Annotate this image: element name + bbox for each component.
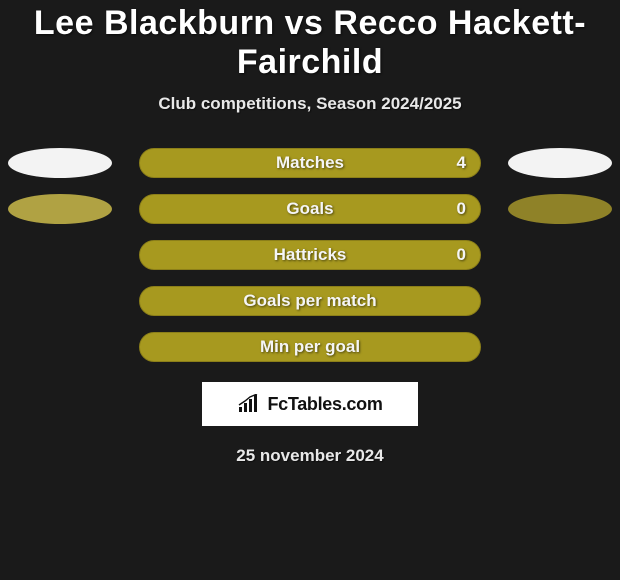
branding-badge: FcTables.com — [202, 382, 418, 426]
stat-bar: Min per goal — [139, 332, 481, 362]
stat-label: Goals — [140, 199, 480, 219]
stat-row: Goals0 — [0, 194, 620, 224]
stat-bar: Matches4 — [139, 148, 481, 178]
stat-row: Hattricks0 — [0, 240, 620, 270]
stat-row: Min per goal — [0, 332, 620, 362]
left-pill — [8, 194, 112, 224]
stat-label: Goals per match — [140, 291, 480, 311]
stat-row: Goals per match — [0, 286, 620, 316]
page-title: Lee Blackburn vs Recco Hackett-Fairchild — [0, 4, 620, 82]
stat-value: 0 — [457, 245, 466, 265]
stat-label: Matches — [140, 153, 480, 173]
stat-bar: Hattricks0 — [139, 240, 481, 270]
stat-bar: Goals0 — [139, 194, 481, 224]
stat-value: 0 — [457, 199, 466, 219]
chart-icon — [237, 394, 261, 414]
left-pill — [8, 148, 112, 178]
stat-label: Min per goal — [140, 337, 480, 357]
right-pill — [508, 194, 612, 224]
stat-value: 4 — [457, 153, 466, 173]
comparison-widget: Lee Blackburn vs Recco Hackett-Fairchild… — [0, 0, 620, 466]
stat-row: Matches4 — [0, 148, 620, 178]
date-label: 25 november 2024 — [236, 446, 383, 466]
subtitle: Club competitions, Season 2024/2025 — [158, 94, 461, 114]
stat-rows: Matches4Goals0Hattricks0Goals per matchM… — [0, 148, 620, 378]
right-pill — [508, 148, 612, 178]
stat-label: Hattricks — [140, 245, 480, 265]
branding-text: FcTables.com — [267, 394, 382, 415]
stat-bar: Goals per match — [139, 286, 481, 316]
